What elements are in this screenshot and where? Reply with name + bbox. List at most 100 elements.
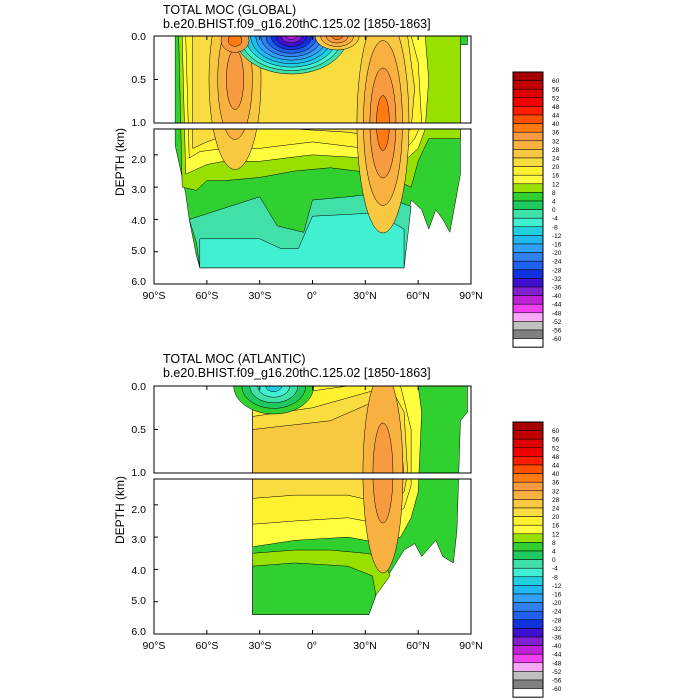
x-tick-label: 60°N (406, 290, 429, 302)
y-tick-label: 3.0 (131, 534, 146, 546)
contour-band (227, 36, 243, 47)
colorbar-label: 60 (552, 428, 560, 435)
contour-band (362, 479, 404, 574)
lower-depth-section (174, 129, 461, 269)
colorbar-swatch (512, 192, 544, 202)
upper-depth-section (174, 36, 468, 123)
colorbar-label: 28 (552, 147, 560, 154)
chart-title-global: TOTAL MOC (GLOBAL) (163, 3, 296, 17)
colorbar-label: -52 (552, 669, 562, 676)
y-tick-label: 5.0 (131, 595, 146, 607)
y-tick-label: 5.0 (131, 245, 146, 257)
colorbar-label: -60 (552, 336, 562, 343)
moc-panel-global (153, 35, 472, 285)
colorbar-swatch (512, 80, 544, 90)
colorbar-swatch (512, 464, 544, 474)
colorbar-swatch (512, 628, 544, 638)
colorbar-label: 16 (552, 173, 560, 180)
colorbar-label: 60 (552, 78, 560, 85)
colorbar-swatch (512, 421, 544, 431)
colorbar-label: -4 (552, 566, 558, 573)
colorbar-label: -8 (552, 224, 558, 231)
colorbar-label: 36 (552, 130, 560, 137)
contour-band (372, 479, 394, 524)
chart-subtitle-global: b.e20.BHIST.f09_g16.20thC.125.02 [1850-1… (163, 17, 431, 31)
colorbar-swatch (512, 602, 544, 612)
colorbar-label: 12 (552, 181, 560, 188)
colorbar-label: 16 (552, 523, 560, 530)
contour-band (224, 129, 246, 140)
colorbar-swatch (512, 499, 544, 509)
x-tick-label: 30°N (353, 290, 376, 302)
colorbar-swatch (512, 166, 544, 176)
colorbar-swatch (512, 303, 544, 314)
colorbar-label: 4 (552, 199, 556, 206)
colorbar-label: 32 (552, 138, 560, 145)
x-tick-label: 60°S (196, 290, 219, 302)
moc-panel-atlantic (153, 385, 472, 635)
colorbar-swatch (512, 269, 544, 279)
colorbar-label: -36 (552, 285, 562, 292)
x-tick-label: 0° (307, 290, 317, 302)
colorbar-swatch (512, 645, 544, 655)
x-tick-label: 30°S (249, 640, 272, 652)
colorbar-label: -60 (552, 686, 562, 693)
x-tick-label: 90°S (143, 290, 166, 302)
chart-title-atlantic: TOTAL MOC (ATLANTIC) (163, 352, 306, 366)
contour-band (376, 95, 390, 123)
colorbar-label: -28 (552, 617, 562, 624)
colorbar-swatch (512, 473, 544, 483)
colorbar-swatch (512, 157, 544, 167)
colorbar-swatch (512, 114, 544, 124)
colorbar-label: 4 (552, 549, 556, 556)
contour-band (252, 562, 377, 615)
colorbar-swatch (512, 688, 544, 698)
y-axis-label-atlantic: DEPTH (km) (113, 476, 127, 544)
y-tick-label: 0.0 (131, 31, 146, 43)
colorbar-label: -56 (552, 678, 562, 685)
colorbar-swatch (512, 209, 544, 219)
contour-band (369, 129, 397, 179)
colorbar-swatch (512, 619, 544, 629)
colorbar-swatch (512, 226, 544, 236)
colorbar-label: 24 (552, 506, 560, 513)
colorbar-swatch (512, 550, 544, 560)
colorbar-swatch (512, 653, 544, 664)
contour-band (199, 212, 405, 269)
colorbar-label: 44 (552, 463, 560, 470)
colorbar-swatch (512, 243, 544, 253)
colorbar-swatch (512, 567, 544, 578)
colorbar-label: -40 (552, 643, 562, 650)
colorbar-swatch (512, 524, 544, 535)
colorbar-label: 48 (552, 104, 560, 111)
colorbar-label: -52 (552, 319, 562, 326)
colorbar-swatch (512, 71, 544, 81)
colorbar-label: -12 (552, 233, 562, 240)
colorbar-label: 44 (552, 113, 560, 120)
colorbar-swatch (512, 585, 544, 595)
colorbar-swatch (512, 329, 544, 339)
colorbar-label: -48 (552, 310, 562, 317)
colorbar-label: -44 (552, 302, 562, 309)
colorbar-swatch (512, 97, 544, 107)
colorbar-label: -8 (552, 574, 558, 581)
colorbar-swatch (512, 576, 544, 586)
x-tick-label: 60°N (406, 640, 429, 652)
colorbar-swatch (512, 490, 544, 500)
colorbar-label: 0 (552, 557, 556, 564)
colorbar-swatch (512, 217, 544, 228)
colorbar-swatch (512, 533, 544, 543)
x-tick-label: 90°N (459, 290, 482, 302)
colorbar-frame (512, 421, 544, 698)
colorbar-label: -32 (552, 626, 562, 633)
colorbar-swatch (512, 516, 544, 526)
colorbar-label: -48 (552, 660, 562, 667)
colorbar-swatch (512, 321, 544, 331)
colorbar-swatch (512, 447, 544, 457)
contour-band (226, 49, 244, 110)
x-tick-label: 90°S (143, 640, 166, 652)
colorbar-swatch (512, 183, 544, 193)
colorbar-swatch (512, 593, 544, 603)
colorbar-label: -16 (552, 242, 562, 249)
lower-depth-section (252, 479, 459, 615)
